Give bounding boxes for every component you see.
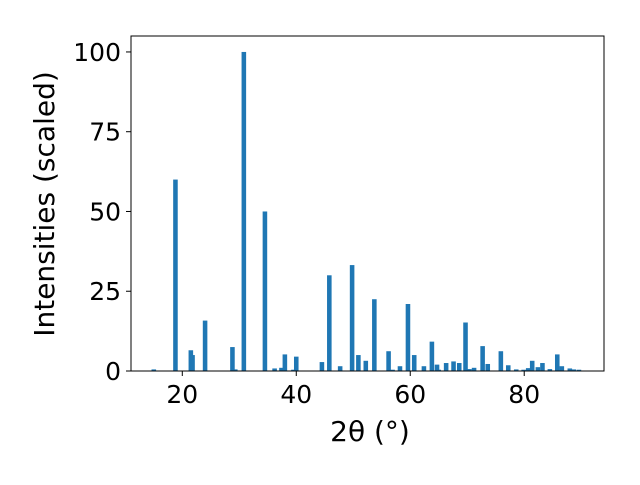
bar bbox=[529, 360, 535, 371]
bar bbox=[390, 369, 395, 371]
bar bbox=[202, 320, 208, 371]
bar bbox=[471, 367, 477, 371]
bar bbox=[233, 369, 238, 371]
bar bbox=[576, 369, 582, 371]
bar bbox=[463, 322, 468, 371]
bar bbox=[513, 369, 519, 371]
bar bbox=[241, 51, 247, 371]
x-tick-label: 60 bbox=[394, 380, 426, 409]
y-tick-label: 50 bbox=[89, 197, 121, 226]
bar bbox=[429, 341, 435, 371]
x-tick-label: 80 bbox=[508, 380, 540, 409]
x-tick-label: 40 bbox=[280, 380, 312, 409]
bar bbox=[451, 361, 456, 371]
x-axis-label: 2θ (°) bbox=[330, 415, 410, 448]
bar bbox=[485, 363, 491, 371]
bar bbox=[443, 363, 449, 371]
bar bbox=[372, 299, 377, 371]
bar bbox=[467, 369, 472, 371]
bar bbox=[405, 304, 411, 371]
bar bbox=[262, 211, 268, 371]
bar bbox=[282, 354, 288, 371]
bar bbox=[498, 351, 504, 371]
plot-frame bbox=[130, 35, 605, 372]
bar bbox=[421, 366, 427, 371]
bar bbox=[521, 369, 526, 371]
bar bbox=[571, 369, 577, 371]
bar bbox=[567, 368, 573, 371]
bar bbox=[291, 369, 296, 371]
bar bbox=[327, 275, 332, 371]
bar bbox=[293, 356, 299, 371]
y-axis-label: Intensities (scaled) bbox=[28, 71, 61, 337]
x-tick-label: 20 bbox=[166, 380, 198, 409]
bar bbox=[272, 368, 277, 371]
bar bbox=[190, 355, 195, 371]
bar bbox=[436, 369, 442, 371]
bar bbox=[411, 355, 417, 371]
bar bbox=[540, 363, 545, 371]
y-tick-label: 25 bbox=[89, 277, 121, 306]
y-axis: 0 25 50 75 100 bbox=[73, 38, 131, 386]
y-tick-label: 100 bbox=[73, 38, 121, 67]
bar bbox=[279, 367, 284, 371]
bar bbox=[456, 363, 462, 371]
bar bbox=[349, 265, 355, 371]
bar bbox=[173, 179, 178, 371]
bar bbox=[434, 364, 440, 371]
bar bbox=[337, 366, 343, 371]
bar bbox=[547, 369, 553, 371]
bar bbox=[505, 365, 511, 371]
bar bbox=[554, 354, 560, 371]
x-axis: 20 40 60 80 bbox=[166, 371, 540, 409]
bar bbox=[386, 351, 391, 371]
bar bbox=[230, 347, 235, 371]
bar bbox=[559, 366, 565, 371]
bar bbox=[480, 346, 485, 371]
bar bbox=[319, 362, 325, 371]
bar bbox=[535, 367, 541, 371]
bars-layer bbox=[151, 51, 582, 371]
y-tick-label: 75 bbox=[89, 118, 121, 147]
y-tick-label: 0 bbox=[105, 357, 121, 386]
bar bbox=[151, 369, 157, 371]
bar bbox=[397, 366, 403, 371]
bar bbox=[363, 360, 369, 371]
bar bbox=[525, 368, 531, 371]
bar bbox=[356, 355, 361, 371]
